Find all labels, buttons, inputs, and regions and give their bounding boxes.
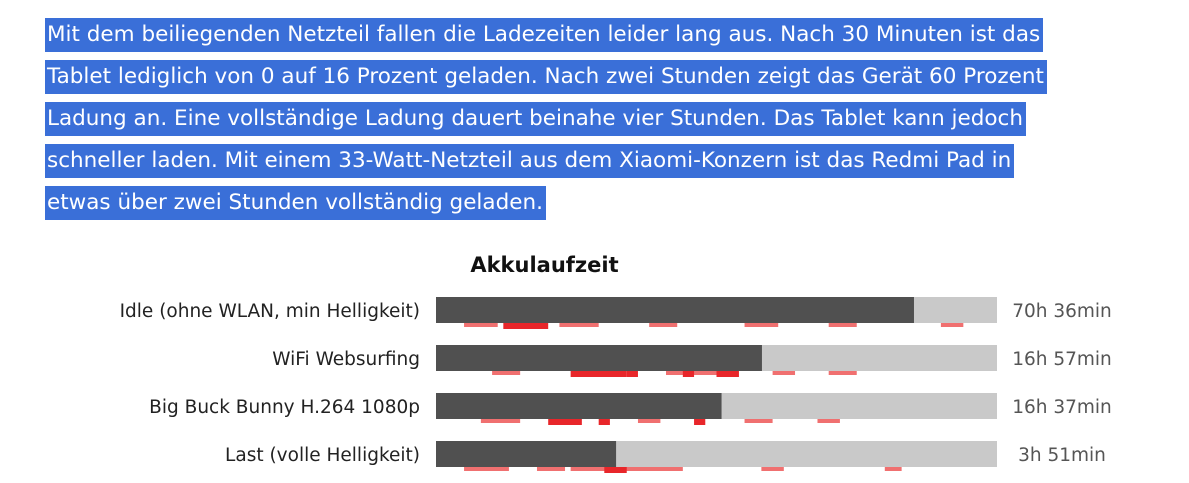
battery-runtime-chart: Idle (ohne WLAN, min Helligkeit) 70h 36mi… <box>120 297 1112 473</box>
comparison-marker <box>548 418 582 425</box>
comparison-marker <box>744 418 773 423</box>
comparison-marker <box>761 466 784 471</box>
comparison-marker <box>744 322 779 327</box>
category-label: Last (volle Helligkeit) <box>225 445 420 466</box>
category-label: Idle (ohne WLAN, min Helligkeit) <box>120 301 420 322</box>
comparison-marker <box>598 418 610 425</box>
comparison-marker <box>503 322 549 329</box>
article-paragraph: Mit dem beiliegenden Netzteil fallen die… <box>45 14 1047 224</box>
value-label: 70h 36min <box>1012 301 1112 322</box>
bar <box>436 393 722 419</box>
comparison-marker <box>626 370 638 377</box>
comparison-marker <box>884 466 902 471</box>
bar <box>436 441 617 467</box>
comparison-marker <box>570 370 627 377</box>
chart-title: Akkulaufzeit <box>470 253 619 277</box>
category-label: WiFi Websurfing <box>272 349 420 370</box>
comparison-marker <box>828 322 857 327</box>
comparison-marker <box>682 370 695 377</box>
comparison-marker <box>716 370 739 377</box>
comparison-marker <box>828 370 857 375</box>
comparison-marker <box>649 322 678 327</box>
comparison-marker <box>817 418 840 423</box>
comparison-marker <box>464 322 498 327</box>
comparison-marker <box>559 322 599 327</box>
comparison-marker <box>637 418 661 423</box>
comparison-marker <box>492 370 521 375</box>
comparison-marker <box>649 466 667 471</box>
comparison-marker <box>940 322 964 327</box>
comparison-marker <box>694 418 706 425</box>
category-label: Big Buck Bunny H.264 1080p <box>149 397 420 418</box>
comparison-marker <box>772 370 796 375</box>
bar <box>436 345 762 371</box>
value-label: 16h 37min <box>1012 397 1112 418</box>
value-label: 16h 57min <box>1012 349 1112 370</box>
comparison-marker <box>464 466 509 471</box>
value-label: 3h 51min <box>1018 445 1106 466</box>
comparison-marker <box>480 418 521 423</box>
comparison-marker <box>604 466 627 473</box>
comparison-marker <box>536 466 566 471</box>
bar <box>436 297 914 323</box>
selected-text: Mit dem beiliegenden Netzteil fallen die… <box>45 18 1047 220</box>
